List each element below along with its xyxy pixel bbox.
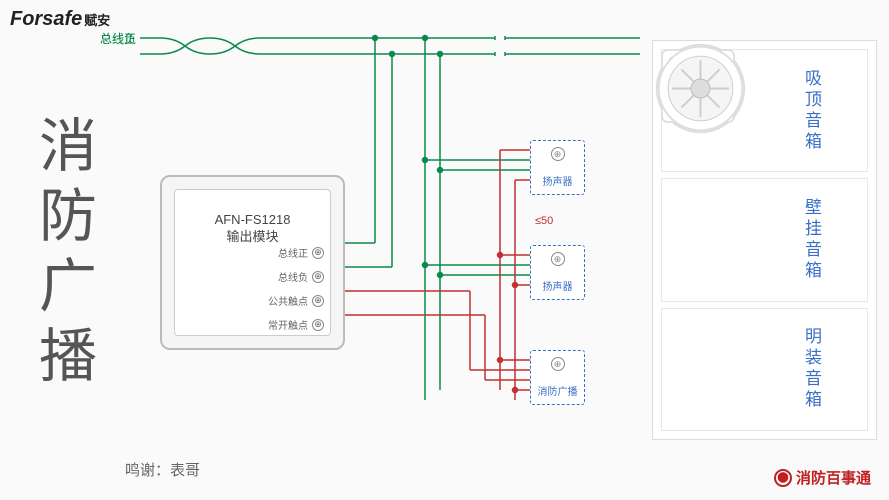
terminal-common: 公共触点⊕ <box>268 293 324 308</box>
surface-speaker-icon <box>672 315 787 424</box>
brand-name: Forsafe <box>10 8 82 30</box>
footer-icon: ⬤ <box>774 469 792 487</box>
count-annotation: ≤50 <box>535 215 553 227</box>
terminal-bus-neg: 总线负⊕ <box>278 269 324 284</box>
sidebar-label-surface: 明装音箱 <box>799 327 824 411</box>
module-subtitle: 输出模块 <box>175 229 330 246</box>
module-model: AFN-FS1218 <box>175 212 330 229</box>
speaker-box-1: ⊕ 扬声器 <box>530 140 585 195</box>
footer-logo: ⬤ 消防百事通 <box>774 467 871 488</box>
speaker-type-sidebar: 吸顶音箱 壁挂音箱 明装音箱 <box>652 40 877 440</box>
brand-sub: 赋安 <box>84 13 110 28</box>
sidebar-item-wall: 壁挂音箱 <box>661 178 868 301</box>
page-title: 消防广播 <box>20 115 104 395</box>
sidebar-label-wall: 壁挂音箱 <box>799 198 824 282</box>
terminal-bus-pos: 总线正⊕ <box>278 245 324 260</box>
speaker-box-2: ⊕ 扬声器 <box>530 245 585 300</box>
module-title: AFN-FS1218 输出模块 <box>175 212 330 246</box>
footer-text: 消防百事通 <box>796 467 871 488</box>
credit-text: 鸣谢：表哥 <box>125 459 200 480</box>
wiring-diagram: 总线正 总线负 <box>100 30 640 460</box>
wall-speaker-icon <box>672 185 787 294</box>
broadcast-box: ⊕ 消防广播 <box>530 350 585 405</box>
sidebar-item-surface: 明装音箱 <box>661 308 868 431</box>
terminal-no: 常开触点⊕ <box>268 317 324 332</box>
output-module: AFN-FS1218 输出模块 总线正⊕ 总线负⊕ 公共触点⊕ 常开触点⊕ <box>160 175 345 350</box>
sidebar-label-ceiling: 吸顶音箱 <box>799 69 824 153</box>
brand-logo: Forsafe赋安 <box>10 8 110 31</box>
